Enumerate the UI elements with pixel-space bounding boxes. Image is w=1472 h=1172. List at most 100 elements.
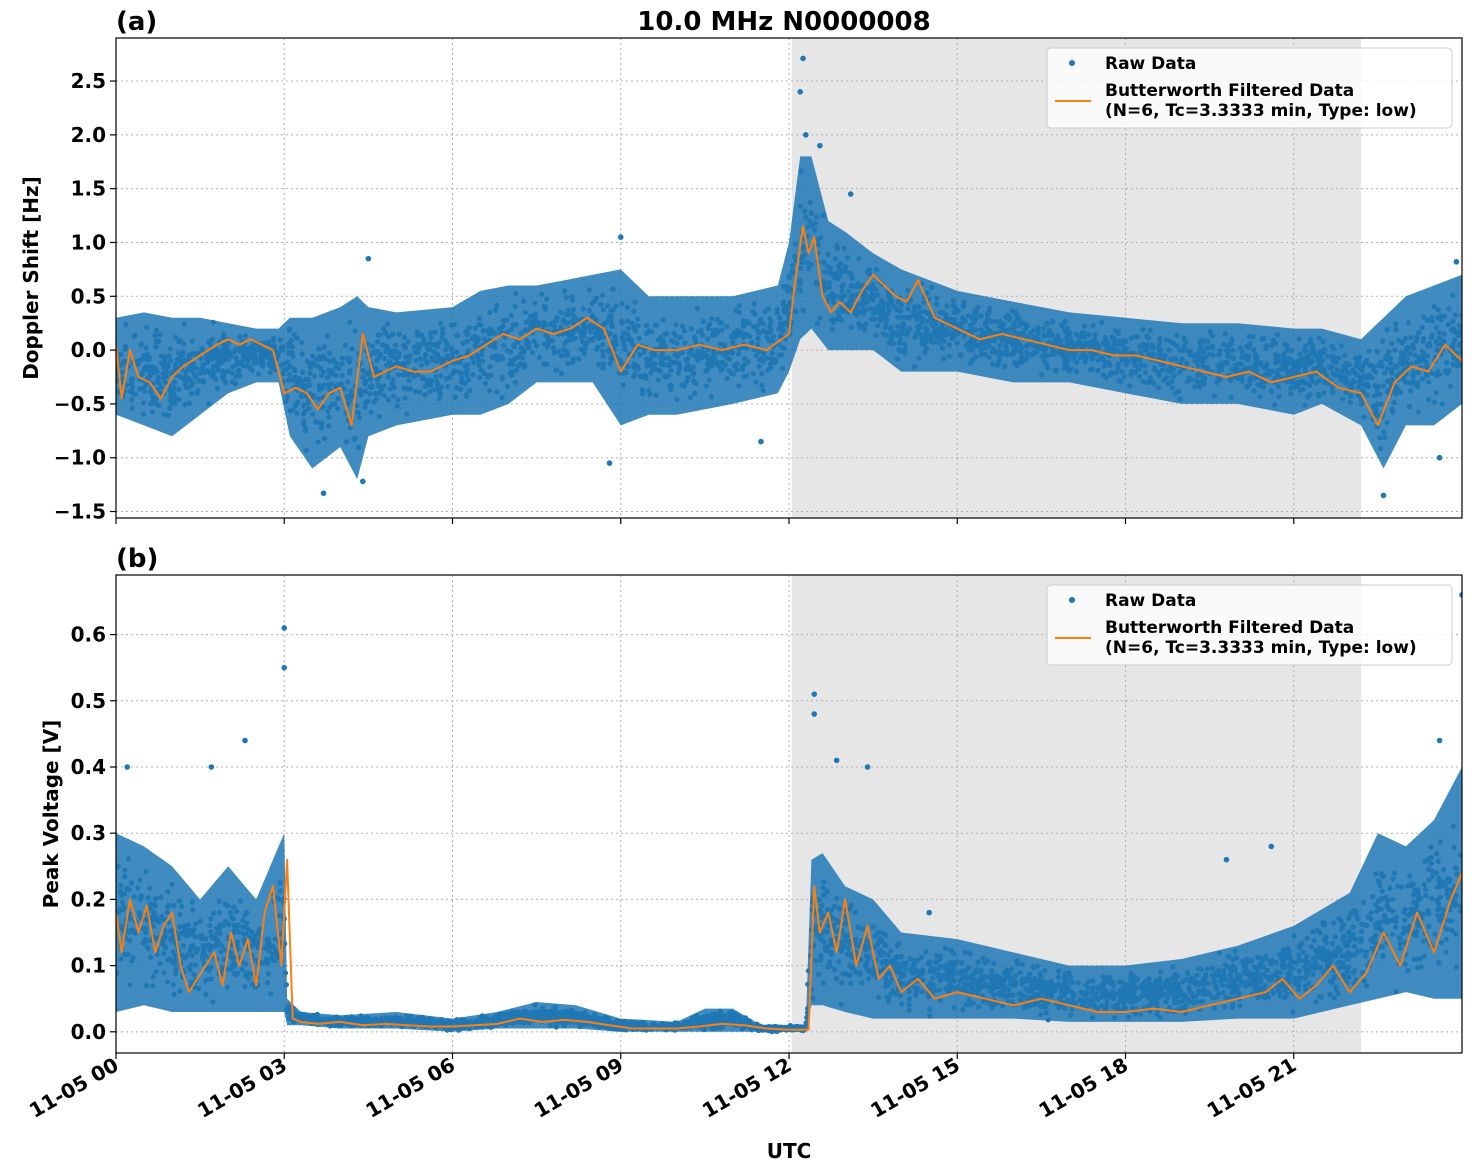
raw-data-point bbox=[1424, 353, 1430, 359]
raw-data-point bbox=[1024, 322, 1030, 328]
raw-data-point bbox=[695, 348, 701, 354]
raw-data-point bbox=[704, 361, 711, 367]
raw-data-point bbox=[1243, 365, 1249, 371]
raw-data-point bbox=[834, 245, 841, 252]
raw-data-point bbox=[510, 357, 517, 363]
raw-data-point bbox=[1311, 352, 1317, 358]
raw-data-point bbox=[774, 310, 780, 316]
raw-data-point bbox=[321, 344, 327, 350]
raw-data-point bbox=[1339, 926, 1345, 932]
raw-data-point bbox=[282, 361, 288, 367]
raw-data-point bbox=[635, 366, 641, 372]
raw-data-point bbox=[176, 350, 182, 356]
raw-data-point bbox=[580, 306, 586, 312]
raw-data-point bbox=[153, 327, 159, 333]
raw-data-point bbox=[1436, 330, 1442, 336]
raw-data-point bbox=[1436, 960, 1442, 966]
raw-data-point bbox=[380, 342, 386, 348]
raw-data-point bbox=[251, 360, 257, 366]
raw-data-point bbox=[839, 948, 845, 954]
raw-data-point bbox=[1408, 388, 1414, 394]
raw-data-point bbox=[231, 349, 237, 355]
raw-data-point bbox=[1355, 948, 1361, 954]
raw-data-point bbox=[938, 310, 944, 316]
raw-data-point bbox=[590, 336, 597, 342]
raw-data-point bbox=[529, 350, 536, 356]
raw-data-point bbox=[1005, 312, 1011, 318]
raw-data-point bbox=[605, 348, 612, 354]
raw-data-point bbox=[326, 350, 332, 356]
raw-data-point bbox=[1204, 966, 1211, 972]
raw-data-point bbox=[781, 308, 787, 314]
raw-data-point bbox=[467, 388, 473, 394]
raw-data-point bbox=[1355, 916, 1361, 922]
raw-data-point bbox=[445, 383, 451, 390]
raw-data-point bbox=[710, 327, 716, 333]
raw-data-point bbox=[1011, 320, 1017, 326]
raw-data-point bbox=[321, 382, 327, 388]
raw-data-point bbox=[1294, 380, 1300, 386]
raw-data-point bbox=[256, 926, 263, 932]
raw-data-point bbox=[116, 387, 119, 393]
raw-data-point bbox=[1246, 381, 1252, 387]
raw-data-point bbox=[1310, 366, 1317, 372]
raw-data-point bbox=[288, 338, 294, 344]
raw-data-point bbox=[825, 251, 831, 258]
raw-data-point bbox=[478, 367, 484, 373]
raw-data-point bbox=[177, 373, 183, 380]
raw-data-point bbox=[215, 357, 221, 363]
raw-data-point bbox=[744, 373, 750, 379]
raw-data-point bbox=[508, 312, 514, 318]
raw-data-point bbox=[1073, 368, 1079, 374]
raw-data-point bbox=[255, 930, 261, 936]
raw-data-point bbox=[334, 361, 340, 367]
raw-data-point bbox=[1123, 357, 1129, 363]
raw-data-point bbox=[122, 343, 129, 349]
raw-data-point bbox=[1412, 352, 1418, 358]
raw-data-point bbox=[921, 341, 927, 347]
raw-data-point bbox=[1170, 340, 1176, 346]
raw-data-point bbox=[673, 322, 679, 328]
raw-data-point bbox=[352, 328, 358, 334]
raw-data-point bbox=[1377, 435, 1383, 441]
raw-data-point bbox=[326, 373, 332, 379]
raw-data-point bbox=[1035, 337, 1041, 343]
raw-data-point bbox=[569, 294, 575, 300]
raw-data-point bbox=[513, 291, 519, 297]
raw-data-point bbox=[374, 339, 380, 345]
raw-data-point bbox=[541, 303, 547, 309]
raw-data-point bbox=[1384, 327, 1390, 333]
raw-data-point bbox=[250, 343, 256, 349]
raw-data-point bbox=[1178, 988, 1184, 994]
raw-data-point bbox=[1434, 368, 1441, 374]
raw-data-point bbox=[1321, 949, 1327, 955]
raw-data-point bbox=[805, 968, 812, 974]
raw-data-point bbox=[755, 341, 761, 347]
raw-data-outlier bbox=[1380, 492, 1387, 499]
raw-data-point bbox=[1132, 369, 1138, 376]
raw-data-point bbox=[594, 346, 600, 353]
raw-data-point bbox=[1118, 379, 1124, 385]
raw-data-point bbox=[161, 354, 167, 360]
raw-data-point bbox=[406, 359, 412, 365]
raw-data-point bbox=[1069, 1006, 1075, 1012]
raw-data-point bbox=[990, 361, 996, 367]
raw-data-point bbox=[148, 905, 154, 912]
raw-data-point bbox=[1213, 380, 1220, 386]
raw-data-point bbox=[1397, 946, 1403, 952]
raw-data-point bbox=[1350, 910, 1356, 916]
raw-data-point bbox=[239, 966, 245, 972]
raw-data-point bbox=[539, 291, 545, 297]
raw-data-point bbox=[744, 318, 750, 325]
raw-data-point bbox=[1276, 384, 1282, 390]
raw-data-point bbox=[164, 412, 170, 418]
raw-data-point bbox=[1161, 377, 1167, 383]
raw-data-point bbox=[445, 353, 451, 359]
raw-data-point bbox=[343, 439, 350, 445]
raw-data-point bbox=[1443, 368, 1449, 374]
raw-data-point bbox=[1168, 364, 1174, 370]
raw-data-point bbox=[1281, 351, 1287, 358]
raw-data-point bbox=[939, 345, 946, 351]
